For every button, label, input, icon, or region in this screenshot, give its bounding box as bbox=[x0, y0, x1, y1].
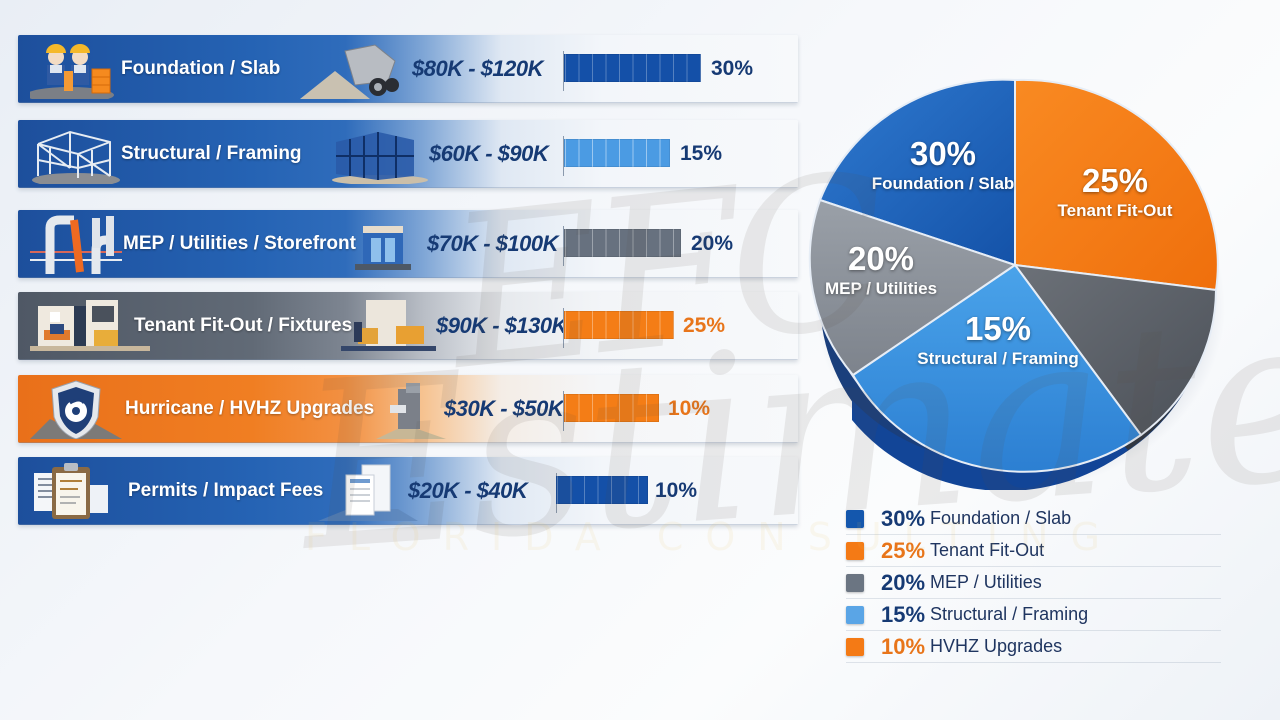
percent-bar bbox=[564, 54, 701, 82]
legend-swatch bbox=[846, 573, 864, 592]
pipes-icon bbox=[30, 215, 122, 274]
row-label: Hurricane / HVHZ Upgrades bbox=[125, 398, 375, 419]
legend-item-structural: 15% Structural / Framing bbox=[846, 599, 1221, 631]
pie-chart: 30% Foundation / Slab 25% Tenant Fit-Out… bbox=[808, 70, 1228, 492]
row-percent: 10% bbox=[655, 479, 698, 502]
cost-row-structural: Structural / Framing $60K - $90K 15% bbox=[18, 120, 798, 188]
cost-row-mep: MEP / Utilities / Storefront $70K - $100… bbox=[18, 210, 798, 278]
legend-item-hvhz: 10% HVHZ Upgrades bbox=[846, 631, 1221, 663]
legend-label: Structural / Framing bbox=[930, 604, 1089, 624]
cost-row-hurricane: Hurricane / HVHZ Upgrades $30K - $50K 10… bbox=[18, 375, 798, 443]
storefront-icon bbox=[355, 226, 411, 270]
legend-item-mep: 20% MEP / Utilities bbox=[846, 567, 1221, 599]
percent-bar bbox=[564, 139, 670, 167]
row-percent: 25% bbox=[683, 314, 726, 337]
row-label: Permits / Impact Fees bbox=[128, 480, 324, 501]
row-divider bbox=[563, 226, 564, 266]
percent-bar bbox=[564, 229, 681, 257]
pie-graphic bbox=[808, 78, 1225, 492]
furniture-icon bbox=[341, 300, 436, 351]
legend-percent: 10% bbox=[881, 633, 926, 659]
row-label: MEP / Utilities / Storefront bbox=[123, 233, 356, 254]
clipboard-icon bbox=[34, 463, 108, 519]
hurricane-shield-icon bbox=[30, 380, 122, 439]
percent-bar bbox=[556, 476, 648, 504]
legend-percent: 30% bbox=[881, 505, 926, 531]
percent-bar bbox=[564, 311, 674, 339]
pie-slice-name: Tenant Fit-Out bbox=[1057, 201, 1173, 220]
interior-room-icon bbox=[30, 300, 150, 351]
pie-slice-percent: 30% bbox=[909, 135, 977, 172]
pie-slice-name: Foundation / Slab bbox=[871, 174, 1015, 193]
percent-bar bbox=[564, 394, 659, 422]
pie-label-foundation: 30% Foundation / Slab bbox=[858, 135, 1028, 195]
documents-icon bbox=[318, 464, 418, 521]
pie-slice-percent: 15% bbox=[964, 310, 1032, 347]
row-cost-range: $70K - $100K bbox=[427, 231, 558, 256]
row-percent: 15% bbox=[680, 142, 723, 165]
legend-item-tenant-fitout: 25% Tenant Fit-Out bbox=[846, 535, 1221, 567]
building-frame-icon bbox=[332, 132, 428, 184]
row-percent: 20% bbox=[691, 232, 734, 255]
row-cost-range: $90K - $130K bbox=[436, 313, 567, 338]
cost-row-foundation: Foundation / Slab $80K - $120K 30% bbox=[18, 35, 798, 103]
row-divider bbox=[563, 391, 564, 431]
row-divider bbox=[563, 136, 564, 176]
row-percent: 30% bbox=[711, 57, 754, 80]
pie-slice-name: MEP / Utilities bbox=[824, 279, 938, 298]
row-cost-range: $30K - $50K bbox=[444, 396, 564, 421]
cost-row-permits: Permits / Impact Fees $20K - $40K 10% bbox=[18, 457, 798, 525]
pie-label-mep: 20% MEP / Utilities bbox=[816, 240, 946, 300]
concrete-mixer-icon bbox=[300, 44, 399, 99]
pie-slice-percent: 20% bbox=[847, 240, 915, 277]
legend-label: Tenant Fit-Out bbox=[930, 540, 1045, 560]
legend-percent: 20% bbox=[881, 569, 926, 595]
steel-frame-icon bbox=[32, 130, 120, 184]
legend-percent: 25% bbox=[881, 537, 926, 563]
pie-label-structural: 15% Structural / Framing bbox=[908, 310, 1088, 370]
cost-row-tenant-fitout: Tenant Fit-Out / Fixtures $90K - $130K 2… bbox=[18, 292, 798, 360]
legend-swatch bbox=[846, 637, 864, 656]
legend-label: HVHZ Upgrades bbox=[930, 636, 1063, 656]
workers-icon bbox=[30, 44, 114, 99]
pie-slice-name: Structural / Framing bbox=[917, 349, 1079, 368]
legend-swatch bbox=[846, 605, 864, 624]
row-label: Structural / Framing bbox=[121, 143, 302, 164]
row-cost-range: $20K - $40K bbox=[408, 478, 528, 503]
row-label: Foundation / Slab bbox=[121, 58, 281, 79]
row-divider bbox=[563, 51, 564, 91]
legend-label: MEP / Utilities bbox=[930, 572, 1042, 592]
row-percent: 10% bbox=[668, 397, 711, 420]
legend-label: Foundation / Slab bbox=[930, 508, 1072, 528]
impact-window-icon bbox=[376, 383, 446, 439]
row-divider bbox=[563, 308, 564, 348]
row-cost-range: $80K - $120K bbox=[412, 56, 543, 81]
legend-swatch bbox=[846, 541, 864, 560]
row-label: Tenant Fit-Out / Fixtures bbox=[134, 315, 353, 336]
legend-percent: 15% bbox=[881, 601, 926, 627]
legend-item-foundation: 30% Foundation / Slab bbox=[846, 503, 1221, 535]
pie-label-tenant-fitout: 25% Tenant Fit-Out bbox=[1030, 162, 1200, 222]
row-cost-range: $60K - $90K bbox=[429, 141, 549, 166]
pie-slice-percent: 25% bbox=[1081, 162, 1149, 199]
legend-swatch bbox=[846, 509, 864, 528]
pie-legend: 30% Foundation / Slab 25% Tenant Fit-Out… bbox=[846, 503, 1221, 663]
